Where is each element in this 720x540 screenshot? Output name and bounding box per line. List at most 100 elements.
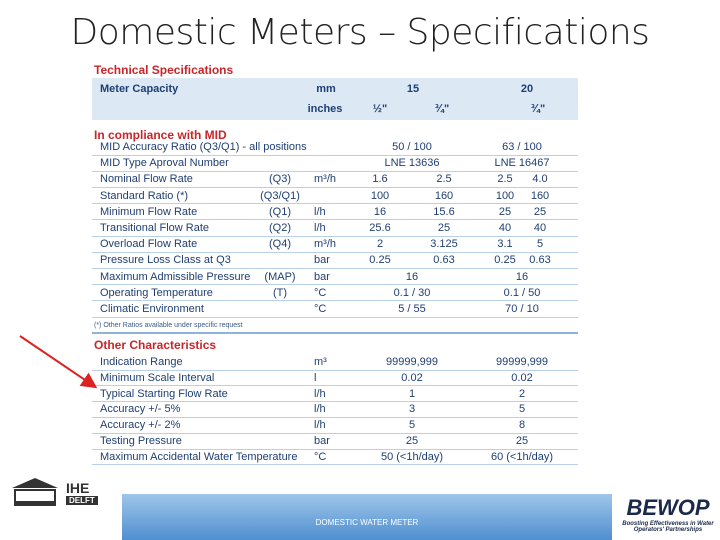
row-value: 63 / 100 (502, 141, 542, 153)
row-rule (92, 300, 578, 302)
row-value: 25.6 (369, 222, 391, 234)
row-label: Minimum Scale Interval (100, 371, 215, 384)
row-unit: °C (314, 450, 327, 463)
row-value: 160 (530, 189, 550, 202)
row-value: 16 (373, 205, 387, 218)
row-value: 0.25 (369, 254, 391, 267)
row-label: Operating Temperature (100, 286, 213, 299)
inch-label: ½" (372, 103, 388, 115)
row-label: Minimum Flow Rate (100, 205, 198, 218)
row-value: 0.1 / 50 (503, 286, 541, 299)
row-unit: l (314, 371, 317, 384)
row-code: (Q1) (269, 205, 291, 218)
inch-label: ¾" (530, 103, 546, 115)
row-value: 70 / 10 (505, 303, 539, 315)
footer-band: DOMESTIC WATER METER (122, 494, 612, 540)
row-rule (92, 369, 578, 371)
row-value: 0.02 (401, 371, 423, 384)
row-value: 50 (<1h/day) (380, 450, 444, 463)
row-rule (92, 154, 578, 156)
footnote: (*) Other Ratios available under specifi… (94, 322, 243, 330)
row-label: Climatic Environment (100, 303, 204, 315)
section-title: In compliance with MID (94, 128, 227, 142)
row-value: LNE 16467 (494, 157, 550, 170)
row-value: 25 (533, 205, 547, 218)
ihe-logo-sub: DELFT (66, 496, 98, 505)
row-code: (Q3) (269, 173, 291, 186)
row-value: 50 / 100 (392, 141, 432, 153)
row-value: 5 (536, 238, 544, 251)
row-rule (92, 416, 578, 418)
row-value: 25 (515, 435, 529, 447)
row-label: Indication Range (100, 356, 183, 368)
header-label: Meter Capacity (100, 83, 179, 95)
row-rule (92, 203, 578, 205)
row-rule (92, 401, 578, 403)
row-label: Accuracy +/- 2% (100, 419, 181, 432)
row-value: 25 (405, 435, 419, 447)
row-value: 5 (408, 419, 416, 432)
row-value: 99999,999 (496, 356, 548, 368)
row-unit: m³/h (314, 173, 336, 186)
size-label: 15 (406, 83, 420, 95)
section-divider (92, 332, 578, 334)
row-value: 0.63 (433, 254, 455, 267)
row-label: MID Type Aproval Number (100, 157, 229, 170)
slide-title: Domestic Meters – Specifications (70, 12, 650, 53)
bewop-tagline: Boosting Effectiveness in Water Operator… (622, 521, 714, 533)
row-label: Maximum Accidental Water Temperature (100, 450, 298, 463)
row-code: (Q4) (269, 238, 291, 251)
row-label: Standard Ratio (*) (100, 189, 189, 202)
pointer-arrow (19, 335, 98, 389)
row-rule (92, 385, 578, 387)
row-value: 5 (518, 403, 526, 416)
row-value: 40 (498, 222, 512, 234)
row-value: 0.1 / 30 (393, 286, 431, 299)
section-title: Other Characteristics (94, 338, 217, 352)
row-label: Accuracy +/- 5% (100, 403, 181, 416)
row-label: Transitional Flow Rate (100, 222, 210, 234)
row-rule (92, 235, 578, 237)
row-value: 3.125 (430, 238, 458, 251)
spec-table: Technical Specifications Meter Capacity mm… (92, 60, 578, 470)
row-rule (92, 464, 578, 466)
row-value: 0.25 (494, 254, 516, 267)
row-rule (92, 267, 578, 269)
table-heading: Technical Specifications (94, 63, 234, 77)
row-unit: bar (314, 435, 330, 447)
row-value: LNE 13636 (384, 157, 440, 170)
row-value: 40 (533, 222, 547, 234)
row-unit: °C (314, 303, 327, 315)
row-code: (MAP) (264, 270, 296, 283)
row-code: (Q3/Q1) (260, 189, 300, 202)
row-value: 2.5 (436, 173, 452, 186)
row-rule (92, 448, 578, 450)
inch-label: ¾" (434, 103, 450, 115)
row-rule (92, 251, 578, 253)
unesco-logo (12, 478, 58, 506)
row-value: 1.6 (372, 173, 388, 186)
row-rule (92, 284, 578, 286)
row-rule (92, 432, 578, 434)
subheader-unit: inches (307, 103, 343, 115)
row-value: 16 (405, 270, 419, 283)
row-value: 4.0 (532, 173, 548, 186)
header-unit: mm (316, 83, 336, 95)
size-label: 20 (520, 83, 534, 95)
row-value: 25 (437, 222, 451, 234)
row-label: Overload Flow Rate (100, 238, 198, 251)
row-label: Nominal Flow Rate (100, 173, 193, 186)
row-value: 25 (498, 205, 512, 218)
row-unit: °C (314, 286, 327, 299)
row-unit: m³ (314, 356, 327, 368)
row-rule (92, 186, 578, 188)
row-value: 0.02 (511, 371, 533, 384)
row-value: 5 / 55 (398, 303, 426, 315)
row-label: Testing Pressure (100, 435, 182, 447)
row-value: 0.63 (529, 254, 551, 267)
row-rule (92, 170, 578, 172)
row-label: Maximum Admissible Pressure (100, 270, 251, 283)
footer-caption: DOMESTIC WATER METER (315, 518, 419, 527)
row-value: 60 (<1h/day) (490, 450, 554, 463)
